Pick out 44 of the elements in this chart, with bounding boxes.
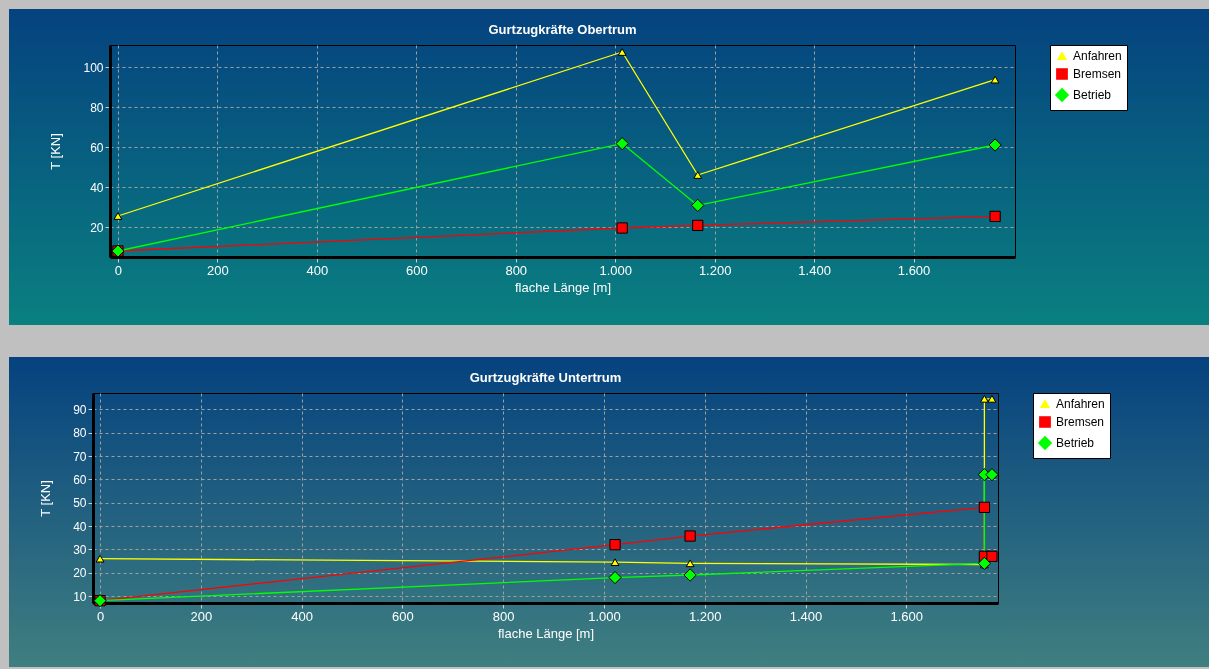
- x-tick-label: 800: [492, 608, 515, 624]
- x-tick-label: 600: [392, 608, 414, 624]
- y-tick-label: 70: [73, 449, 87, 464]
- y-tick-label: 80: [73, 426, 87, 441]
- x-tick-label: 800: [505, 262, 528, 278]
- y-tick-label: 10: [73, 589, 87, 604]
- x-tick-label: 1.400: [798, 262, 831, 278]
- y-tick-label: 40: [90, 180, 104, 195]
- legend-label: Anfahren: [1056, 397, 1105, 411]
- legend-label: Bremsen: [1056, 415, 1105, 429]
- legend-label: Betrieb: [1073, 88, 1112, 102]
- x-tick-label: 1.600: [890, 608, 924, 624]
- chart-title: Gurtzugkräfte Obertrum: [488, 21, 637, 37]
- x-tick-label: 600: [405, 262, 428, 278]
- x-tick-label: 1.400: [789, 608, 823, 624]
- x-tick-label: 200: [207, 262, 229, 278]
- chart-title: Gurtzugkräfte Untertrum: [469, 369, 622, 385]
- y-tick-label: 20: [73, 566, 87, 581]
- x-tick-label: 200: [190, 608, 213, 624]
- x-axis-title: flache Länge [m]: [514, 279, 612, 295]
- y-tick-label: 30: [73, 542, 87, 557]
- legend-label: Anfahren: [1073, 49, 1122, 63]
- y-tick-label: 80: [90, 100, 104, 115]
- x-tick-label: 0: [96, 608, 105, 624]
- y-tick-label: 60: [90, 140, 104, 155]
- x-tick-label: 1.200: [688, 608, 722, 624]
- x-axis-title: flache Länge [m]: [497, 625, 595, 641]
- x-tick-label: 400: [291, 608, 313, 624]
- y-tick-label: 60: [73, 472, 87, 487]
- y-axis-title: T [KN]: [38, 480, 54, 517]
- y-tick-label: 20: [90, 220, 104, 235]
- x-tick-label: 400: [306, 262, 329, 278]
- x-tick-label: 1.000: [599, 262, 632, 278]
- y-tick-label: 40: [73, 519, 87, 534]
- x-tick-label: 1.000: [588, 608, 621, 624]
- x-tick-label: 1.200: [698, 262, 732, 278]
- y-tick-label: 50: [73, 496, 87, 511]
- x-tick-label: 1.600: [897, 262, 931, 278]
- legend-label: Betrieb: [1056, 436, 1095, 450]
- y-axis-title: T [KN]: [48, 133, 64, 170]
- x-tick-label: 0: [114, 262, 123, 278]
- legend-label: Bremsen: [1073, 67, 1122, 81]
- y-tick-label: 90: [73, 402, 87, 417]
- y-tick-label: 100: [83, 60, 104, 75]
